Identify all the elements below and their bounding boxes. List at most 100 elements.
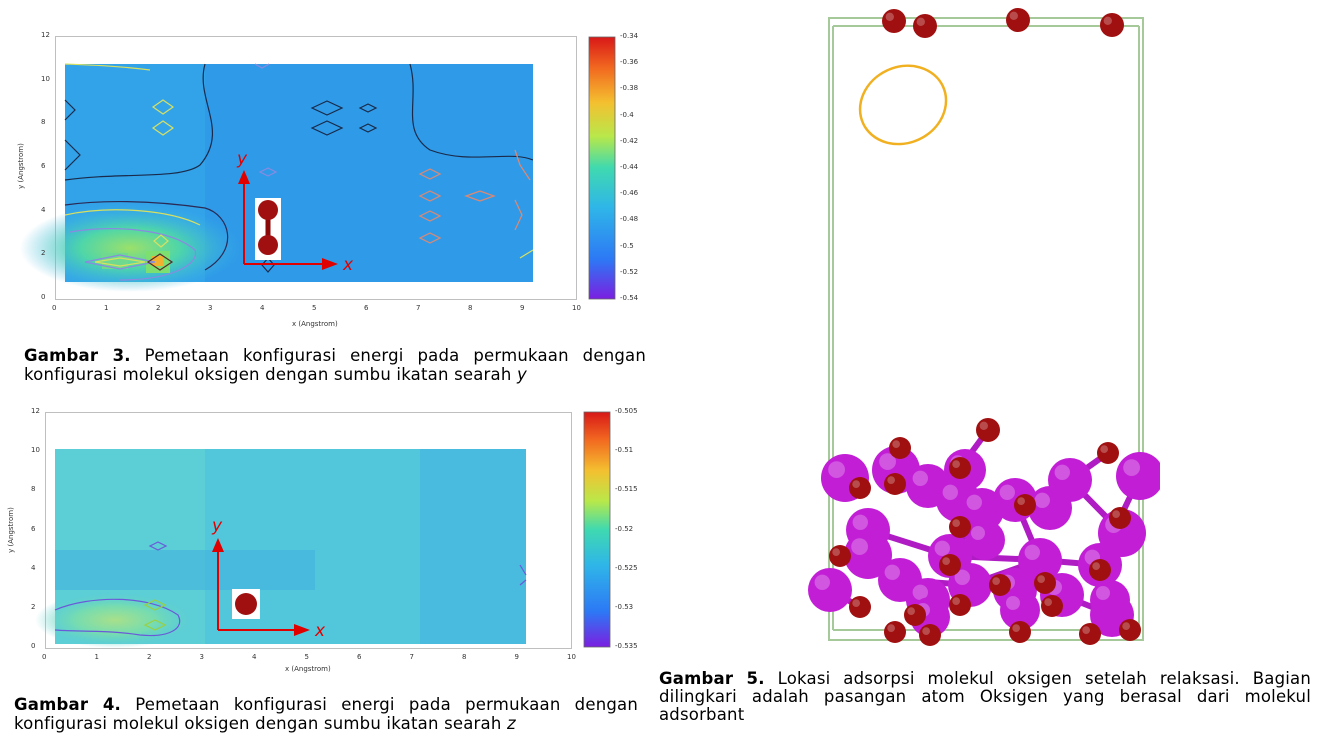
oxygen-atom (976, 418, 1000, 442)
oxygen-atom (1009, 621, 1031, 643)
figure3-x-tick: 6 (364, 304, 369, 312)
figure3-colorbar-tick: -0.52 (620, 267, 639, 276)
figure3-caption: Gambar 3. Pemetaan konfigurasi energi pa… (24, 346, 646, 384)
figure4-ylabel: y (Angstrom) (6, 507, 15, 553)
figure4-oxygen-atom (235, 593, 257, 615)
figure4-x-tick: 10 (567, 653, 576, 661)
figure4-y-tick: 12 (31, 407, 40, 415)
metal-atom-highlight (1123, 459, 1140, 476)
oxygen-atom-highlight (887, 476, 895, 484)
figure3-x-tick: 3 (208, 304, 213, 312)
oxygen-atom (1034, 572, 1056, 594)
oxygen-atom-highlight (885, 12, 894, 21)
metal-atom (844, 531, 892, 579)
figure3-y-tick: 6 (41, 162, 46, 170)
oxygen-atom (829, 545, 851, 567)
figure5-caption-label: Gambar 5. (659, 669, 765, 688)
oxygen-atom-highlight (892, 440, 900, 448)
figure4-caption-label: Gambar 4. (14, 695, 121, 714)
figure4-colorbar (583, 411, 611, 648)
figure4-heatmap: y x (35, 411, 611, 648)
figure4-x-tick: 3 (199, 653, 204, 661)
figure3-colorbar-tick: -0.44 (620, 163, 639, 171)
figure3-y-tick: 8 (41, 118, 46, 127)
metal-atom (1116, 452, 1160, 500)
oxygen-atom-highlight (1012, 624, 1020, 633)
oxygen-atom-highlight (1044, 598, 1052, 607)
figure4-y-tick: 8 (31, 485, 36, 494)
metal-atom-highlight (912, 584, 928, 600)
metal-atom (960, 488, 1004, 532)
figure3-x-tick: 0 (52, 304, 57, 312)
oxygen-atom (884, 621, 906, 643)
figure4-inset-x-label: x (314, 621, 326, 641)
figure3-y-tick: 10 (41, 74, 50, 83)
figure3-x-tick: 8 (468, 304, 473, 312)
figure3-colorbar-tick: -0.5 (620, 241, 634, 250)
figure4-colorbar-tick: -0.51 (615, 446, 634, 455)
metal-atom-highlight (942, 484, 958, 500)
oxygen-atom-highlight (1112, 510, 1120, 518)
figure3-heatmap: y x (20, 36, 616, 300)
oxygen-atom-highlight (1009, 11, 1018, 20)
metal-atom (1018, 538, 1062, 582)
figure3-caption-axis: y (516, 365, 527, 384)
oxygen-atom (1006, 8, 1030, 32)
oxygen-atom (849, 477, 871, 499)
figure3-caption-text: Pemetaan konfigurasi energi pada permuka… (24, 346, 647, 384)
figure4-contours (54, 541, 527, 637)
figure3-y-tick: 2 (41, 249, 46, 258)
figure4-colorbar-tick: -0.52 (615, 524, 634, 533)
figure3-hotspot-core (152, 256, 164, 266)
figure5-caption: Gambar 5. Lokasi adsorpsi molekul oksige… (659, 670, 1311, 724)
figure5-structure (808, 8, 1160, 646)
figure3-colorbar-tick: -0.46 (620, 189, 639, 198)
oxygen-atom-highlight (952, 519, 960, 528)
oxygen-atom-highlight (952, 460, 960, 468)
figure3-x-tick: 2 (156, 304, 161, 312)
figure4-x-tick: 1 (94, 653, 99, 661)
oxygen-atom-highlight (992, 577, 1000, 586)
figure4-right-band (420, 449, 526, 644)
oxygen-atom (1014, 494, 1036, 516)
metal-atom-highlight (934, 540, 950, 556)
adsorbed-pair-highlight (858, 64, 948, 146)
oxygen-atom (949, 457, 971, 479)
oxygen-atom-highlight (952, 597, 960, 606)
figure4-x-tick: 9 (514, 653, 519, 661)
oxygen-atom (919, 624, 941, 646)
figure3-colorbar-tick: -0.42 (620, 136, 639, 145)
figure4-y-tick: 2 (31, 602, 36, 611)
figure3-colorbar-tick: -0.54 (620, 294, 639, 302)
oxygen-atom-highlight (1082, 626, 1090, 635)
oxygen-atom-highlight (916, 17, 925, 26)
metal-atom-highlight (1096, 586, 1110, 600)
figure3-inset-x-label: x (342, 255, 354, 275)
oxygen-atom-highlight (979, 421, 988, 430)
metal-atom (1028, 486, 1072, 530)
oxygen-atom-highlight (852, 480, 860, 488)
figure4-x-tick: 6 (357, 653, 362, 661)
metal-atom-highlight (852, 514, 868, 530)
figure3-colorbar-tick: -0.34 (620, 32, 639, 40)
metal-atom-highlight (814, 574, 830, 590)
figure4-caption: Gambar 4. Pemetaan konfigurasi energi pa… (14, 695, 638, 733)
figure3-inset-axes: y x (236, 149, 354, 275)
figure3-xlabel: x (Angstrom) (292, 320, 338, 328)
oxygen-atom-highlight (1103, 16, 1112, 25)
metal-atom-highlight (1024, 544, 1040, 560)
figure3-colorbar-tick: -0.4 (620, 110, 634, 119)
figure3-x-tick: 5 (312, 304, 317, 312)
figure3-x-tick: 10 (572, 304, 581, 312)
oxygen-atom (913, 14, 937, 38)
metal-atom (808, 568, 852, 612)
oxygen-atom (1119, 619, 1141, 641)
figure4-xlabel: x (Angstrom) (285, 665, 331, 673)
figure4-colorbar-tick: -0.515 (615, 485, 638, 494)
figure3-contours (64, 63, 534, 281)
figure4-colorbar-tick: -0.53 (615, 602, 634, 611)
figure3-oxygen-atom-top (258, 200, 278, 220)
figure4-x-tick: 5 (304, 653, 309, 661)
figure3-low-energy-region (20, 204, 240, 292)
figure4-caption-text: Pemetaan konfigurasi energi pada permuka… (14, 695, 638, 733)
